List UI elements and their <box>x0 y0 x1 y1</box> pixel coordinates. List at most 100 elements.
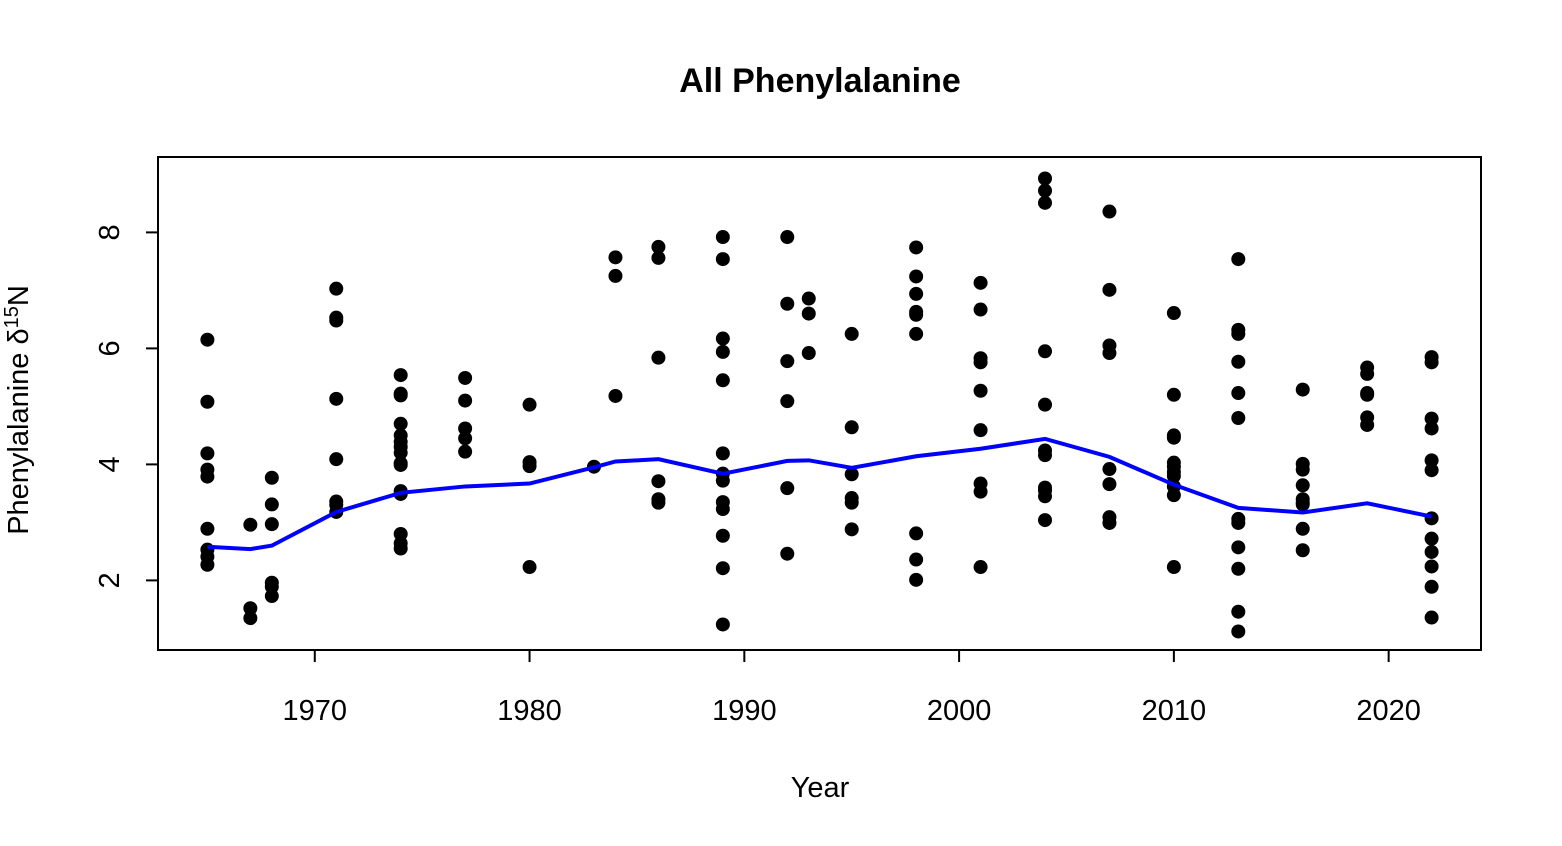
data-point <box>1038 195 1053 210</box>
y-axis-label-suffix: N <box>3 285 35 306</box>
data-point <box>1231 561 1246 576</box>
data-point <box>780 394 795 409</box>
data-point <box>715 473 730 488</box>
data-point <box>909 572 924 587</box>
data-point <box>801 291 816 306</box>
data-point <box>1231 411 1246 425</box>
data-point <box>909 307 924 322</box>
data-point <box>651 495 666 510</box>
data-point <box>973 383 988 398</box>
y-axis: 2 4 6 8 <box>94 224 159 588</box>
data-point <box>651 474 666 489</box>
data-point <box>458 393 473 408</box>
data-point <box>1166 430 1181 445</box>
data-point <box>393 416 408 431</box>
trend-line <box>207 436 1433 552</box>
data-point <box>1360 417 1375 432</box>
data-point <box>522 459 537 474</box>
data-point <box>801 306 816 321</box>
data-point <box>801 346 816 361</box>
data-point <box>715 331 730 346</box>
data-point <box>243 611 258 626</box>
data-point <box>973 302 988 317</box>
data-point <box>1166 387 1181 402</box>
data-point <box>844 495 859 510</box>
data-point <box>458 431 473 446</box>
data-point <box>715 446 730 461</box>
data-point <box>651 250 666 265</box>
data-point <box>393 445 408 460</box>
y-axis-label-main: Phenylalanine δ <box>3 328 35 534</box>
data-point <box>458 444 473 459</box>
data-point <box>909 552 924 567</box>
data-point <box>1102 282 1117 297</box>
data-point <box>1038 448 1053 463</box>
data-point <box>522 560 537 575</box>
data-point <box>1424 411 1439 426</box>
y-tick-label: 6 <box>94 340 126 356</box>
data-point <box>1231 252 1246 267</box>
data-point <box>973 275 988 290</box>
data-point <box>1231 515 1246 530</box>
y-axis-label-superscript: 15 <box>1 306 23 328</box>
data-point <box>200 446 215 461</box>
x-tick-label: 1990 <box>712 695 777 727</box>
x-axis: 1970 1980 1990 2000 2010 2020 <box>283 649 1421 727</box>
data-point <box>200 521 215 536</box>
data-point <box>1038 183 1053 198</box>
data-point <box>200 557 215 572</box>
data-point <box>1424 463 1439 478</box>
data-point <box>1166 560 1181 575</box>
data-point <box>1295 543 1310 558</box>
x-tick-label: 1980 <box>497 695 562 727</box>
data-point <box>200 332 215 347</box>
data-point <box>973 560 988 575</box>
data-point <box>393 388 408 403</box>
y-axis-label: Phenylalanine δ15N <box>1 285 35 535</box>
data-point <box>780 354 795 369</box>
data-point <box>393 541 408 556</box>
data-point <box>264 497 279 512</box>
data-point <box>780 296 795 311</box>
data-point <box>1424 544 1439 559</box>
data-point <box>715 617 730 632</box>
data-point <box>1231 604 1246 619</box>
data-point <box>243 517 258 532</box>
data-point <box>844 467 859 482</box>
data-point <box>264 517 279 532</box>
data-point <box>608 250 623 265</box>
data-point <box>780 546 795 561</box>
data-point <box>1295 462 1310 477</box>
data-point <box>1295 521 1310 536</box>
data-point <box>1102 204 1117 219</box>
data-point <box>844 522 859 537</box>
data-point <box>780 481 795 496</box>
data-point <box>844 420 859 435</box>
data-point <box>1360 387 1375 402</box>
data-point <box>243 601 258 616</box>
data-point <box>1295 478 1310 493</box>
data-point <box>393 368 408 383</box>
data-point <box>329 452 344 467</box>
data-point <box>458 370 473 385</box>
x-tick-label: 2010 <box>1142 695 1207 727</box>
data-point <box>329 281 344 296</box>
data-point <box>1166 488 1181 503</box>
data-point <box>458 421 473 436</box>
data-point <box>1102 462 1117 477</box>
data-point <box>909 526 924 541</box>
data-point <box>1038 397 1053 412</box>
data-point <box>393 457 408 472</box>
data-point <box>1038 513 1053 528</box>
data-point <box>1424 579 1439 594</box>
data-point <box>1102 346 1117 361</box>
data-point <box>1166 306 1181 321</box>
data-point <box>1231 326 1246 341</box>
data-point <box>1102 477 1117 492</box>
data-point <box>973 355 988 370</box>
data-point <box>651 239 666 254</box>
data-point <box>1231 386 1246 401</box>
data-point <box>1231 624 1246 639</box>
